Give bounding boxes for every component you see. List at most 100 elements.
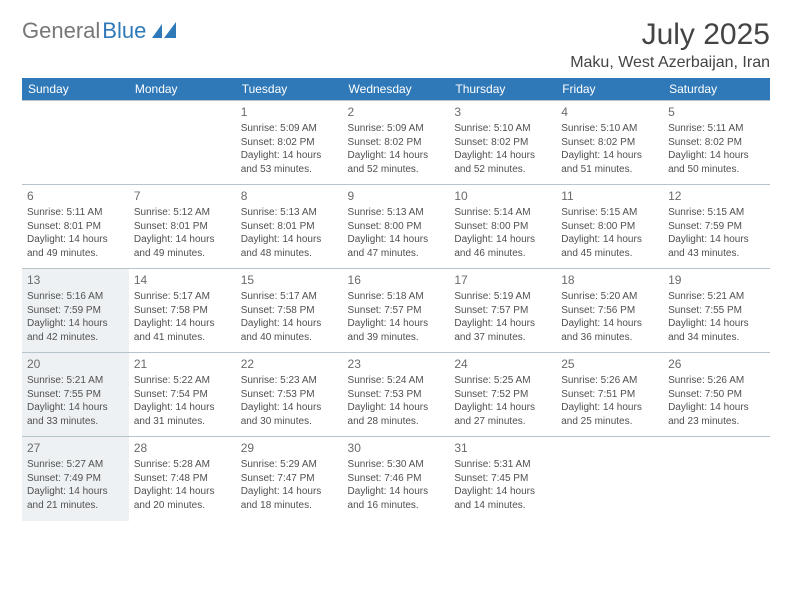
daylight-line: Daylight: 14 hours and 20 minutes.	[134, 485, 231, 512]
daylight-line: Daylight: 14 hours and 30 minutes.	[241, 401, 338, 428]
sunrise-line: Sunrise: 5:17 AM	[134, 290, 231, 304]
sunrise-line: Sunrise: 5:29 AM	[241, 458, 338, 472]
daylight-line: Daylight: 14 hours and 51 minutes.	[561, 149, 658, 176]
calendar-day-cell: 29Sunrise: 5:29 AMSunset: 7:47 PMDayligh…	[236, 437, 343, 521]
daylight-line: Daylight: 14 hours and 18 minutes.	[241, 485, 338, 512]
sunrise-line: Sunrise: 5:28 AM	[134, 458, 231, 472]
sunset-line: Sunset: 7:55 PM	[27, 388, 124, 402]
day-number: 31	[454, 440, 551, 456]
sunrise-line: Sunrise: 5:21 AM	[668, 290, 765, 304]
sunset-line: Sunset: 7:52 PM	[454, 388, 551, 402]
calendar-day-cell: 28Sunrise: 5:28 AMSunset: 7:48 PMDayligh…	[129, 437, 236, 521]
month-title: July 2025	[570, 18, 770, 52]
day-details: Sunrise: 5:15 AMSunset: 7:59 PMDaylight:…	[668, 206, 765, 260]
logo: GeneralBlue	[22, 18, 176, 44]
sunrise-line: Sunrise: 5:12 AM	[134, 206, 231, 220]
day-details: Sunrise: 5:31 AMSunset: 7:45 PMDaylight:…	[454, 458, 551, 512]
header: GeneralBlue July 2025 Maku, West Azerbai…	[22, 18, 770, 72]
day-details: Sunrise: 5:19 AMSunset: 7:57 PMDaylight:…	[454, 290, 551, 344]
day-details: Sunrise: 5:12 AMSunset: 8:01 PMDaylight:…	[134, 206, 231, 260]
calendar-week-row: 27Sunrise: 5:27 AMSunset: 7:49 PMDayligh…	[22, 437, 770, 521]
day-details: Sunrise: 5:13 AMSunset: 8:00 PMDaylight:…	[348, 206, 445, 260]
sunset-line: Sunset: 7:53 PM	[241, 388, 338, 402]
day-number: 19	[668, 272, 765, 288]
day-details: Sunrise: 5:27 AMSunset: 7:49 PMDaylight:…	[27, 458, 124, 512]
day-number: 22	[241, 356, 338, 372]
sunset-line: Sunset: 7:48 PM	[134, 472, 231, 486]
calendar-day-cell: 23Sunrise: 5:24 AMSunset: 7:53 PMDayligh…	[343, 353, 450, 437]
calendar-day-cell: 10Sunrise: 5:14 AMSunset: 8:00 PMDayligh…	[449, 185, 556, 269]
daylight-line: Daylight: 14 hours and 49 minutes.	[134, 233, 231, 260]
calendar-body: 1 Sunrise: 5:09 AMSunset: 8:02 PMDaylight…	[22, 101, 770, 521]
day-details: Sunrise: 5:22 AMSunset: 7:54 PMDaylight:…	[134, 374, 231, 428]
day-header: Friday	[556, 78, 663, 101]
daylight-line: Daylight: 14 hours and 25 minutes.	[561, 401, 658, 428]
sunset-line: Sunset: 8:01 PM	[241, 220, 338, 234]
sunrise-line: Sunrise: 5:15 AM	[668, 206, 765, 220]
sunrise-line: Sunrise: 5:23 AM	[241, 374, 338, 388]
day-details: Sunrise: 5:09 AMSunset: 8:02 PMDaylight:…	[348, 122, 445, 176]
calendar-table: SundayMondayTuesdayWednesdayThursdayFrid…	[22, 78, 770, 521]
sunrise-line: Sunrise: 5:17 AM	[241, 290, 338, 304]
day-header: Monday	[129, 78, 236, 101]
day-number: 7	[134, 188, 231, 204]
calendar-day-cell: 4Sunrise: 5:10 AMSunset: 8:02 PMDaylight…	[556, 101, 663, 185]
day-number: 8	[241, 188, 338, 204]
day-number: 24	[454, 356, 551, 372]
day-number: 29	[241, 440, 338, 456]
day-header: Wednesday	[343, 78, 450, 101]
day-header: Sunday	[22, 78, 129, 101]
day-number: 21	[134, 356, 231, 372]
daylight-line: Daylight: 14 hours and 33 minutes.	[27, 401, 124, 428]
sunset-line: Sunset: 7:53 PM	[348, 388, 445, 402]
daylight-line: Daylight: 14 hours and 14 minutes.	[454, 485, 551, 512]
daylight-line: Daylight: 14 hours and 39 minutes.	[348, 317, 445, 344]
calendar-day-cell: 19 Sunrise: 5:21 AMSunset: 7:55 PMDayligh…	[663, 269, 770, 353]
sunset-line: Sunset: 8:02 PM	[241, 136, 338, 150]
day-number: 2	[348, 104, 445, 120]
calendar-day-cell: 17 Sunrise: 5:19 AMSunset: 7:57 PMDayligh…	[449, 269, 556, 353]
calendar-day-cell: 25Sunrise: 5:26 AMSunset: 7:51 PMDayligh…	[556, 353, 663, 437]
sunrise-line: Sunrise: 5:20 AM	[561, 290, 658, 304]
day-number: 17	[454, 272, 551, 288]
daylight-line: Daylight: 14 hours and 34 minutes.	[668, 317, 765, 344]
sunrise-line: Sunrise: 5:13 AM	[348, 206, 445, 220]
sunset-line: Sunset: 8:02 PM	[348, 136, 445, 150]
calendar-day-cell: 7 Sunrise: 5:12 AMSunset: 8:01 PMDaylight…	[129, 185, 236, 269]
sunset-line: Sunset: 8:02 PM	[561, 136, 658, 150]
day-details: Sunrise: 5:10 AMSunset: 8:02 PMDaylight:…	[561, 122, 658, 176]
calendar-week-row: 1 Sunrise: 5:09 AMSunset: 8:02 PMDaylight…	[22, 101, 770, 185]
calendar-day-cell: 5 Sunrise: 5:11 AMSunset: 8:02 PMDaylight…	[663, 101, 770, 185]
calendar-week-row: 6Sunrise: 5:11 AMSunset: 8:01 PMDaylight…	[22, 185, 770, 269]
day-details: Sunrise: 5:14 AMSunset: 8:00 PMDaylight:…	[454, 206, 551, 260]
day-header: Tuesday	[236, 78, 343, 101]
day-details: Sunrise: 5:11 AMSunset: 8:02 PMDaylight:…	[668, 122, 765, 176]
day-details: Sunrise: 5:09 AMSunset: 8:02 PMDaylight:…	[241, 122, 338, 176]
sunrise-line: Sunrise: 5:11 AM	[27, 206, 124, 220]
sunset-line: Sunset: 7:49 PM	[27, 472, 124, 486]
day-number: 5	[668, 104, 765, 120]
daylight-line: Daylight: 14 hours and 43 minutes.	[668, 233, 765, 260]
location: Maku, West Azerbaijan, Iran	[570, 54, 770, 72]
sunrise-line: Sunrise: 5:16 AM	[27, 290, 124, 304]
sunrise-line: Sunrise: 5:10 AM	[561, 122, 658, 136]
daylight-line: Daylight: 14 hours and 36 minutes.	[561, 317, 658, 344]
sunset-line: Sunset: 7:58 PM	[134, 304, 231, 318]
calendar-empty-cell	[22, 101, 129, 185]
calendar-day-cell: 30Sunrise: 5:30 AMSunset: 7:46 PMDayligh…	[343, 437, 450, 521]
day-details: Sunrise: 5:11 AMSunset: 8:01 PMDaylight:…	[27, 206, 124, 260]
day-details: Sunrise: 5:17 AMSunset: 7:58 PMDaylight:…	[241, 290, 338, 344]
daylight-line: Daylight: 14 hours and 31 minutes.	[134, 401, 231, 428]
day-details: Sunrise: 5:21 AMSunset: 7:55 PMDaylight:…	[668, 290, 765, 344]
daylight-line: Daylight: 14 hours and 28 minutes.	[348, 401, 445, 428]
daylight-line: Daylight: 14 hours and 41 minutes.	[134, 317, 231, 344]
calendar-day-cell: 26Sunrise: 5:26 AMSunset: 7:50 PMDayligh…	[663, 353, 770, 437]
daylight-line: Daylight: 14 hours and 50 minutes.	[668, 149, 765, 176]
sunset-line: Sunset: 8:00 PM	[454, 220, 551, 234]
calendar-head: SundayMondayTuesdayWednesdayThursdayFrid…	[22, 78, 770, 101]
day-details: Sunrise: 5:10 AMSunset: 8:02 PMDaylight:…	[454, 122, 551, 176]
calendar-day-cell: 16Sunrise: 5:18 AMSunset: 7:57 PMDayligh…	[343, 269, 450, 353]
daylight-line: Daylight: 14 hours and 23 minutes.	[668, 401, 765, 428]
day-details: Sunrise: 5:13 AMSunset: 8:01 PMDaylight:…	[241, 206, 338, 260]
day-number: 1	[241, 104, 338, 120]
